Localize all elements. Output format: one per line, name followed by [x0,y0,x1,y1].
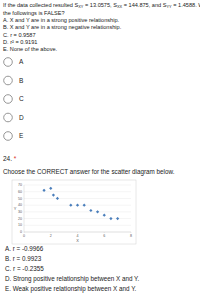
y-tick-label: 30 [18,210,22,214]
radio-button[interactable] [4,113,13,122]
y-tick-label: 60 [18,190,22,194]
y-tick-label: 40 [18,203,22,207]
y-tick-label: 10 [18,223,22,227]
choice-label: E [19,132,24,139]
question-stem: the followings is FALSE? [3,10,65,16]
point [103,214,106,217]
option-text: D. Strong positive relationship between … [5,275,139,283]
stem-text: = 144.875, and S [122,2,167,8]
x-tick-label: 0 [23,234,25,238]
grid-line [24,191,131,192]
point [42,189,45,192]
grid-line [24,211,131,212]
point [49,187,52,190]
option-text: E. Weak positive relationship between X … [5,285,137,293]
y-axis-label: Y [14,206,17,211]
radio-button[interactable] [4,76,13,85]
y-tick-label: 20 [18,217,22,221]
x-tick-label: 8 [130,234,132,238]
radio-button[interactable] [4,58,13,67]
option-text: E. None of the above. [3,46,58,52]
choice-label: D [19,114,24,121]
question-prompt: Choose the CORRECT answer for the scatte… [3,168,175,176]
point [116,217,119,220]
x-tick-label: 2 [50,234,52,238]
grid-line [24,185,131,186]
x-axis [24,232,131,233]
point [96,210,99,213]
x-axis-label: X [76,238,79,243]
point [69,204,72,207]
option-text: A. X and Y are in a strong positive rela… [3,17,120,23]
question-stem: If the data collected resulted SXY = 13.… [3,2,200,9]
choice-label: A [19,58,24,65]
stem-text: If the data collected resulted S [3,2,79,8]
option-text: D. r² = 0.9191 [3,39,37,45]
number-text: 24. [3,155,14,162]
grid-line [24,232,131,233]
option-text: B. r = 0.9923 [5,255,42,262]
page: If the data collected resulted S X Y = 13.… [0,0,200,300]
required-mark: * [14,155,17,162]
option-text: A. r = -0.9966 [5,245,44,252]
stem-text: = 13.0575, S [83,2,117,8]
option-text: C. r = -0.2355 [5,265,44,272]
point [52,193,55,196]
option-text: C. r = 0.9587 [3,32,36,38]
option-text: B. X and Y are in a strong negative rela… [3,24,122,30]
choice-label: B [19,77,23,84]
point [89,209,92,212]
y-tick-label: 50 [18,197,22,201]
grid-line [24,198,131,199]
y-tick-label: 70 [18,183,22,187]
point [83,204,86,207]
grid-line [24,218,131,219]
radio-button[interactable] [4,95,13,104]
question-number: 24. * [3,155,17,162]
points [42,187,119,220]
point [76,204,79,207]
chart-frame [12,180,136,244]
radio-button[interactable] [4,132,13,141]
grid-line [24,225,131,226]
x-tick-label: 6 [103,234,105,238]
point [56,197,59,200]
background [0,0,200,300]
stem-text: = 1.4588. Which of [172,2,200,8]
y-tick-label: 0 [20,230,22,234]
y-axis [24,185,25,232]
point [109,217,112,220]
choice-label: C [19,95,24,102]
